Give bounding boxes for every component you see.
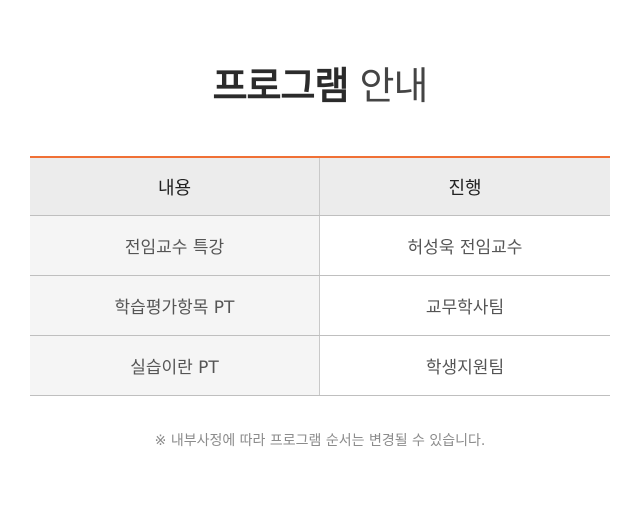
row-content: 학습평가항목 PT bbox=[30, 276, 320, 335]
table-row: 전임교수 특강 허성욱 전임교수 bbox=[30, 216, 610, 276]
row-progress: 허성욱 전임교수 bbox=[320, 216, 610, 275]
header-content: 내용 bbox=[30, 158, 320, 215]
page-title: 프로그램 안내 bbox=[0, 60, 640, 112]
table-header-row: 내용 진행 bbox=[30, 158, 610, 216]
table-row: 실습이란 PT 학생지원팀 bbox=[30, 336, 610, 396]
program-table: 내용 진행 전임교수 특강 허성욱 전임교수 학습평가항목 PT 교무학사팀 실… bbox=[30, 156, 610, 396]
row-progress: 학생지원팀 bbox=[320, 336, 610, 395]
header-progress: 진행 bbox=[320, 158, 610, 215]
title-bold: 프로그램 bbox=[212, 64, 350, 108]
title-light: 안내 bbox=[359, 64, 429, 108]
row-content: 실습이란 PT bbox=[30, 336, 320, 395]
row-progress: 교무학사팀 bbox=[320, 276, 610, 335]
footnote: ※ 내부사정에 따라 프로그램 순서는 변경될 수 있습니다. bbox=[154, 433, 486, 449]
table-row: 학습평가항목 PT 교무학사팀 bbox=[30, 276, 610, 336]
row-content: 전임교수 특강 bbox=[30, 216, 320, 275]
